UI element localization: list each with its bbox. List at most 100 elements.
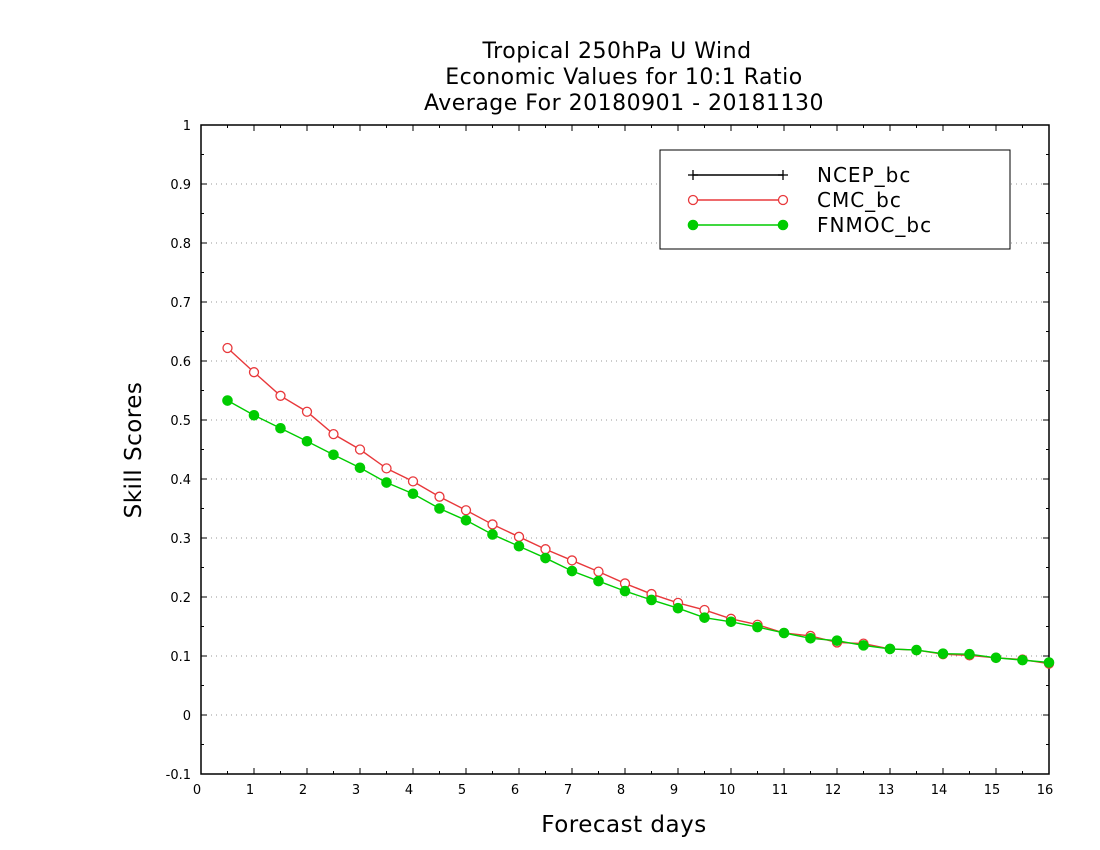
data-point-fnmoc-bc	[460, 515, 472, 526]
data-point-cmc-bc	[434, 491, 445, 502]
data-point-fnmoc-bc	[884, 643, 896, 655]
y-tick-label: 0.7	[170, 296, 191, 311]
data-point-fnmoc-bc	[752, 621, 763, 633]
y-tick-label: 0.6	[170, 355, 191, 370]
chart-title-line-2: Economic Values for 10:1 Ratio	[445, 65, 802, 90]
x-tick-label: 15	[984, 783, 1001, 798]
x-tick-label: 6	[511, 783, 519, 798]
x-tick-label: 3	[352, 783, 360, 798]
legend-marker	[777, 219, 789, 231]
data-point-fnmoc-bc	[407, 488, 419, 500]
data-point-cmc-bc	[328, 429, 339, 440]
x-tick-label: 14	[931, 783, 948, 798]
data-point-fnmoc-bc	[937, 648, 949, 659]
data-point-fnmoc-bc	[619, 585, 631, 597]
data-point-cmc-bc	[513, 531, 525, 542]
y-tick-label: 0.4	[170, 473, 191, 488]
x-tick-label: 12	[825, 783, 842, 798]
data-point-fnmoc-bc	[990, 652, 1002, 664]
x-tick-label: 5	[458, 783, 466, 798]
data-point-fnmoc-bc	[725, 616, 737, 628]
data-point-fnmoc-bc	[513, 540, 525, 552]
data-point-cmc-bc	[593, 566, 604, 577]
data-point-fnmoc-bc	[381, 477, 392, 488]
data-point-cmc-bc	[248, 367, 260, 378]
legend-label-ncep-bc: NCEP_bc	[817, 163, 911, 187]
data-point-cmc-bc	[381, 463, 392, 474]
data-point-fnmoc-bc	[354, 462, 366, 474]
data-point-cmc-bc	[487, 519, 498, 530]
x-axis-label: Forecast days	[541, 812, 706, 838]
y-tick-label: 1	[183, 119, 191, 134]
data-point-fnmoc-bc	[1017, 654, 1028, 666]
data-point-fnmoc-bc	[434, 503, 445, 514]
data-point-cmc-bc	[354, 444, 366, 455]
data-point-cmc-bc	[301, 406, 313, 417]
series-line-cmc-bc	[227, 347, 1050, 665]
x-tick-label: 7	[564, 783, 572, 798]
data-point-fnmoc-bc	[646, 594, 657, 606]
x-tick-label: 4	[405, 783, 413, 798]
legend-marker	[778, 170, 788, 180]
data-point-fnmoc-bc	[805, 633, 816, 644]
x-tick-label: 1	[246, 783, 254, 798]
data-point-fnmoc-bc	[593, 575, 604, 587]
data-point-cmc-bc	[566, 555, 578, 566]
data-point-fnmoc-bc	[328, 449, 339, 461]
data-point-cmc-bc	[540, 544, 551, 555]
series-layer	[222, 342, 1055, 669]
data-point-fnmoc-bc	[222, 395, 233, 406]
data-point-fnmoc-bc	[911, 644, 922, 656]
legend-marker	[687, 219, 699, 231]
data-point-cmc-bc	[275, 390, 286, 401]
y-tick-label: 0.9	[170, 178, 191, 193]
data-point-cmc-bc	[222, 342, 233, 354]
y-tick-label: 0.3	[170, 532, 191, 547]
chart-title-line-3: Average For 20180901 - 20181130	[424, 91, 824, 116]
series-line-fnmoc-bc	[227, 399, 1050, 664]
data-point-fnmoc-bc	[566, 565, 578, 577]
chart-title: Tropical 250hPa U Wind Economic Values f…	[424, 39, 824, 116]
data-point-fnmoc-bc	[487, 529, 498, 540]
x-tick-label: 2	[299, 783, 307, 798]
y-axis: -0.1 0 0.1 0.2 0.3 0.4 0.5 0.6 0.7 0.8 0.9 1	[166, 119, 1049, 783]
data-point-fnmoc-bc	[778, 627, 790, 639]
x-axis: 0 1 2 3 4 5 6 7 8 9 10 11 12 13 14 15 16	[193, 125, 1053, 798]
y-tick-label: 0.5	[170, 414, 191, 429]
data-point-fnmoc-bc	[672, 602, 684, 614]
x-tick-label: 13	[878, 783, 895, 798]
x-tick-label: 11	[772, 783, 789, 798]
gridlines	[201, 183, 1049, 716]
legend-label-cmc-bc: CMC_bc	[817, 188, 902, 212]
y-tick-label: 0.2	[170, 591, 191, 606]
legend-item-ncep-bc: NCEP_bc	[688, 163, 911, 187]
legend-marker	[687, 194, 699, 206]
legend-item-cmc-bc: CMC_bc	[687, 188, 902, 212]
y-axis-label: Skill Scores	[121, 382, 147, 519]
data-point-fnmoc-bc	[831, 635, 843, 646]
legend-marker	[777, 194, 789, 206]
data-point-fnmoc-bc	[858, 640, 869, 651]
y-tick-label: -0.1	[166, 768, 191, 783]
data-point-cmc-bc	[407, 476, 419, 487]
x-tick-label: 16	[1037, 783, 1054, 798]
data-point-fnmoc-bc	[301, 435, 313, 447]
y-tick-label: 0.1	[170, 650, 191, 665]
x-tick-label: 0	[193, 783, 201, 798]
data-point-fnmoc-bc	[699, 612, 710, 623]
x-tick-label: 10	[719, 783, 736, 798]
legend-item-fnmoc-bc: FNMOC_bc	[687, 213, 932, 237]
x-tick-label: 9	[670, 783, 678, 798]
data-point-cmc-bc	[460, 505, 472, 516]
y-tick-label: 0	[183, 709, 191, 724]
y-tick-label: 0.8	[170, 237, 191, 252]
x-tick-label: 8	[617, 783, 625, 798]
series-cmc-bc	[222, 342, 1055, 669]
data-point-fnmoc-bc	[964, 648, 975, 660]
data-point-fnmoc-bc	[540, 552, 551, 564]
legend-label-fnmoc-bc: FNMOC_bc	[817, 213, 932, 237]
legend-marker	[688, 170, 698, 180]
